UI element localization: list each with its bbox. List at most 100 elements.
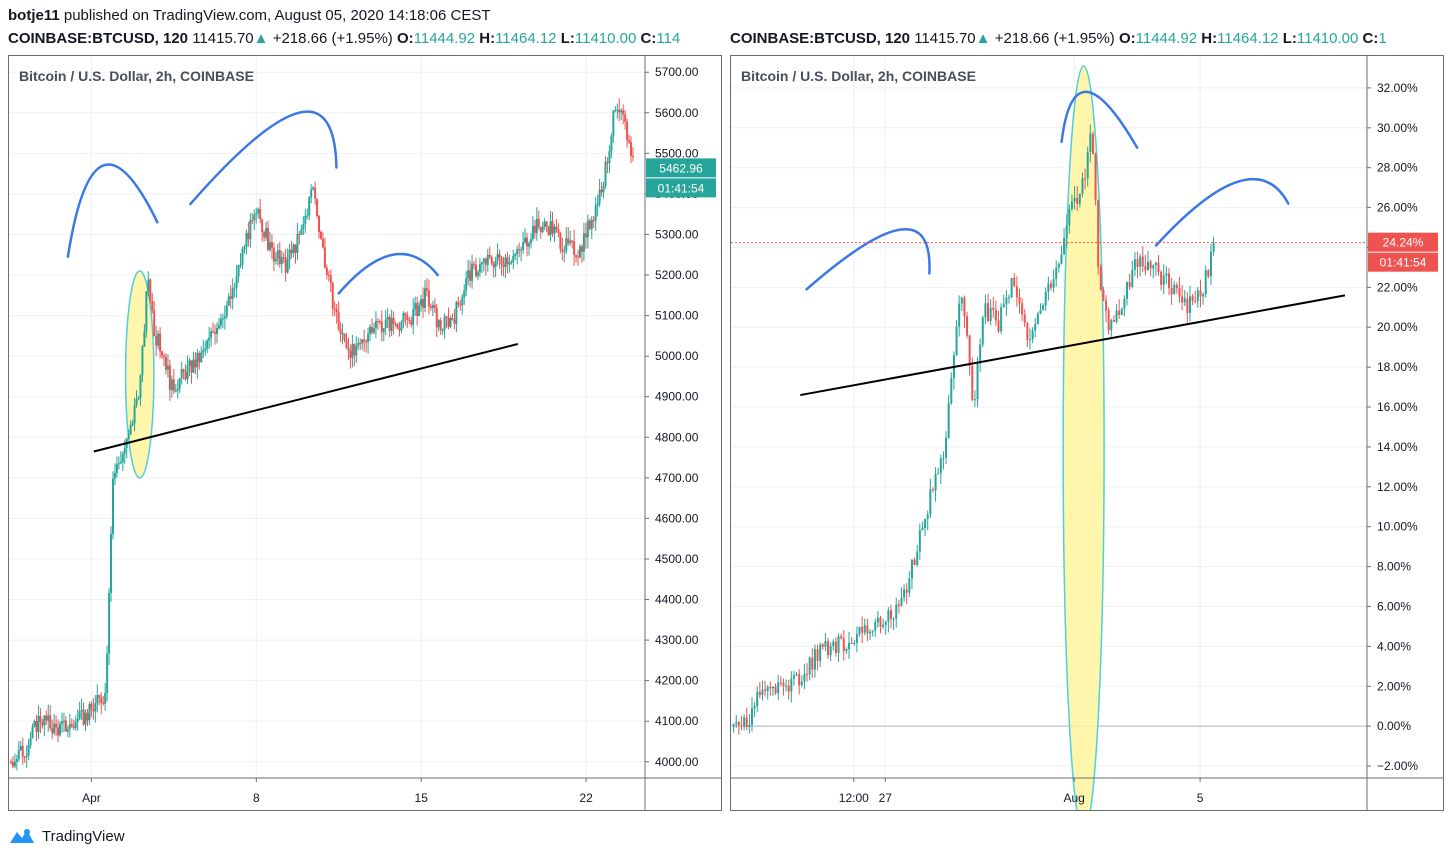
candle-body [900,597,903,606]
candle-body [785,685,788,687]
candle-body [1042,305,1045,310]
pattern-arc [1154,177,1290,247]
candle-body [172,379,175,391]
candle-body [1026,323,1029,340]
candle-body [541,226,544,232]
x-tick-label: Apr [82,791,101,805]
author-name[interactable]: botje11 [8,7,60,24]
candle-body [882,624,885,627]
candle-body [100,697,103,703]
candle-body [272,247,275,262]
candle-body [531,225,534,240]
candle-body [110,533,113,594]
candle-body [137,397,140,400]
candle-body [265,228,268,238]
candle-body [39,715,42,722]
candle-body [976,363,979,400]
symbol-label[interactable]: COINBASE:BTCUSD, 120 [8,30,189,47]
candle-body [1081,178,1084,194]
y-tick-label: 32.00% [1377,81,1418,95]
candle-body [308,197,311,216]
candle-body [198,352,201,363]
candle-body [590,219,593,230]
candle-body [321,238,324,248]
y-tick-label: 5000.00 [655,349,699,363]
candle-body [490,257,493,264]
candle-body [748,724,751,727]
candle-body [184,371,187,380]
candle-body [141,346,144,376]
candle-body [447,317,450,327]
y-axis: 32.00%30.00%28.00%26.00%24.00%22.00%20.0… [1367,81,1418,773]
candle-body [64,720,67,732]
candle-body [1039,309,1042,314]
candle-body [294,244,297,253]
candle-body [298,234,301,236]
candle-body [27,745,30,756]
candle-body [62,720,65,722]
candle-body [529,239,532,244]
candle-body [827,641,830,656]
candle-body [981,317,984,345]
candle-body [1047,283,1050,293]
candle-body [286,259,289,273]
close-value: 1 [1378,30,1387,47]
y-tick-label: 4400.00 [655,593,699,607]
candle-body [913,559,916,566]
candle-body [514,253,517,256]
open-value: 11444.92 [1135,30,1198,47]
candle-body [992,307,995,311]
candle-body [416,303,419,317]
candle-body [916,551,919,566]
candle-body [469,270,472,281]
countdown-text: 01:41:54 [658,181,705,195]
candle-body [604,161,607,187]
candle-body [94,703,97,712]
candle-body [233,287,236,289]
high-value: 11464.12 [495,30,557,47]
chart-canvas-right[interactable]: 32.00%30.00%28.00%26.00%24.00%22.00%20.0… [731,56,1443,810]
candle-body [795,674,798,676]
candle-body [761,689,764,696]
y-tick-label: 6.00% [1377,599,1411,613]
chart-canvas-left[interactable]: 5700.005600.005500.005400.005300.005200.… [9,56,721,810]
candle-body [1173,284,1176,294]
symbol-label[interactable]: COINBASE:BTCUSD, 120 [730,30,911,47]
candle-body [465,278,468,291]
candle-body [400,321,403,331]
chart-panel-left[interactable]: 5700.005600.005500.005400.005300.005200.… [8,55,722,811]
candle-body [575,254,578,257]
candle-body [824,641,827,647]
candle-body [945,437,948,458]
candle-body [119,462,122,464]
candle-body [994,310,997,321]
candle-body [149,279,152,301]
candle-body [631,156,634,158]
candle-body [476,272,479,276]
candle-body [237,265,240,277]
chart-panel-right[interactable]: 32.00%30.00%28.00%26.00%24.00%22.00%20.0… [730,55,1444,811]
candle-body [1102,289,1105,301]
candle-body [1178,288,1181,297]
candle-body [803,673,806,682]
candle-body [241,249,244,265]
high-label: H: [479,30,496,47]
candle-body [451,318,454,320]
candle-body [186,366,189,380]
candle-body [163,355,166,358]
candle-body [1157,262,1160,272]
tradingview-footer[interactable]: TradingView [8,824,125,848]
candle-body [194,359,197,368]
y-tick-label: 4.00% [1377,639,1411,653]
candle-body [435,307,438,328]
candle-body [539,226,542,232]
candle-body [176,388,179,391]
candle-body [351,343,354,358]
candle-body [837,636,840,653]
x-tick-label: 27 [879,791,893,805]
candles [732,124,1215,735]
candle-body [516,249,519,254]
candle-body [1065,225,1068,239]
candle-body [361,339,364,344]
candle-body [170,379,173,390]
